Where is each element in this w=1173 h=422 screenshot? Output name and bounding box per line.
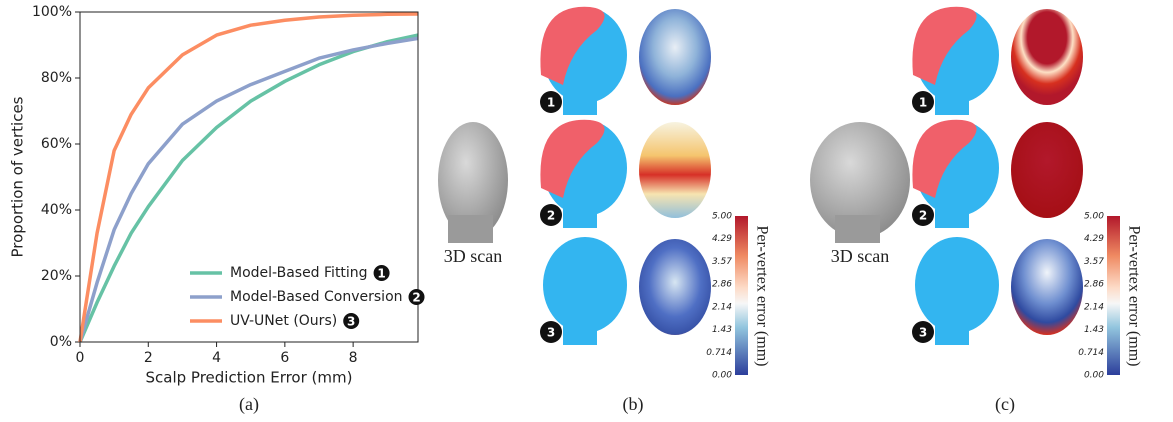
caption: (c) <box>995 394 1015 415</box>
colorbar-tick: 0.00 <box>712 371 732 381</box>
scan-label: 3D scan <box>444 246 502 266</box>
x-tick-label: 8 <box>349 350 358 366</box>
legend-label: UV-UNet (Ours) <box>230 313 337 329</box>
x-tick-label: 6 <box>280 350 289 366</box>
y-tick-label: 20% <box>41 268 72 284</box>
head-scalp <box>540 6 605 85</box>
x-tick-label: 2 <box>144 350 153 366</box>
scan-label: 3D scan <box>831 246 889 266</box>
head-neck <box>563 315 597 345</box>
series-line <box>78 12 419 343</box>
y-tick-label: 80% <box>41 70 72 86</box>
colorbar-tick: 2.86 <box>1084 280 1104 290</box>
head-back <box>1011 9 1083 105</box>
colorbar-title: Per-vertex error (mm) <box>753 226 770 367</box>
badge: 2 <box>919 209 927 223</box>
legend-badge: 1 <box>377 267 385 281</box>
head-back <box>1011 122 1083 218</box>
y-tick-label: 40% <box>41 202 72 218</box>
badge-bg <box>912 321 934 343</box>
legend-badge-bg <box>343 313 360 329</box>
colorbar-tick: 1.43 <box>712 325 732 335</box>
head-back <box>1011 239 1083 335</box>
badge: 2 <box>547 209 555 223</box>
colorbar-tick: 0.714 <box>706 348 732 358</box>
head-neck <box>935 198 969 228</box>
legend-badge: 2 <box>412 291 420 305</box>
colorbar-tick: 4.29 <box>1084 234 1104 244</box>
x-axis-label: Scalp Prediction Error (mm) <box>146 369 353 387</box>
x-tick-label: 0 <box>76 350 85 366</box>
scan-head <box>438 122 508 238</box>
colorbar-tick: 3.57 <box>712 257 732 267</box>
panel: 3D scan 1 2 3 5.00 4.29 3.57 2.86 2.14 1.43 0.714 0… <box>810 6 1142 415</box>
head-scalp <box>540 119 605 198</box>
badge: 1 <box>919 96 927 110</box>
colorbar-tick: 2.86 <box>712 280 732 290</box>
head-neck <box>935 315 969 345</box>
head-profile <box>543 237 627 333</box>
badge-bg <box>540 204 562 226</box>
y-tick-label: 100% <box>32 4 72 20</box>
panel: 3D scan 1 2 3 5.00 4.29 3.57 2.86 2.14 1.43 0.714 0… <box>438 6 770 415</box>
legend-label: Model-Based Conversion <box>230 289 403 305</box>
legend-label: Model-Based Fitting <box>230 265 368 281</box>
colorbar-tick: 2.14 <box>712 302 732 312</box>
badge-bg <box>540 91 562 113</box>
colorbar-tick: 5.00 <box>712 212 732 222</box>
badge-bg <box>912 204 934 226</box>
plot-frame <box>79 11 419 343</box>
colorbar-tick: 0.714 <box>1078 348 1104 358</box>
y-axis-label: Proportion of vertices <box>9 96 27 257</box>
head-profile <box>915 237 999 333</box>
badge-bg <box>540 321 562 343</box>
colorbar-tick: 3.57 <box>1084 257 1104 267</box>
badge-bg <box>912 91 934 113</box>
x-tick-label: 4 <box>212 350 221 366</box>
legend-badge-bg <box>373 265 390 281</box>
badge: 3 <box>547 326 555 340</box>
legend-badge-bg <box>408 289 425 305</box>
colorbar-tick: 2.14 <box>1084 302 1104 312</box>
chart-a: Proportion of vertices Scalp Prediction … <box>9 96 353 415</box>
caption: (b) <box>623 394 644 415</box>
scan-neck <box>835 215 880 243</box>
head-neck <box>563 198 597 228</box>
series-line <box>78 36 419 343</box>
colorbar-tick: 4.29 <box>712 234 732 244</box>
scan-head <box>810 122 910 238</box>
scan-neck <box>448 215 493 243</box>
head-back <box>639 239 711 335</box>
head-back <box>639 122 711 218</box>
legend-badge: 3 <box>347 315 355 329</box>
head-back <box>639 9 711 105</box>
head-neck <box>935 85 969 115</box>
colorbar-tick: 0.00 <box>1084 371 1104 381</box>
colorbar-title: Per-vertex error (mm) <box>1125 226 1142 367</box>
head-scalp <box>912 119 977 198</box>
colorbar <box>735 216 748 375</box>
y-tick-label: 60% <box>41 136 72 152</box>
colorbar-tick: 1.43 <box>1084 325 1104 335</box>
y-tick-label: 0% <box>50 334 72 350</box>
badge: 3 <box>919 326 927 340</box>
colorbar-tick: 5.00 <box>1084 212 1104 222</box>
badge: 1 <box>547 96 555 110</box>
head-neck <box>563 85 597 115</box>
head-scalp <box>912 6 977 85</box>
caption: (a) <box>239 394 259 415</box>
colorbar <box>1107 216 1120 375</box>
